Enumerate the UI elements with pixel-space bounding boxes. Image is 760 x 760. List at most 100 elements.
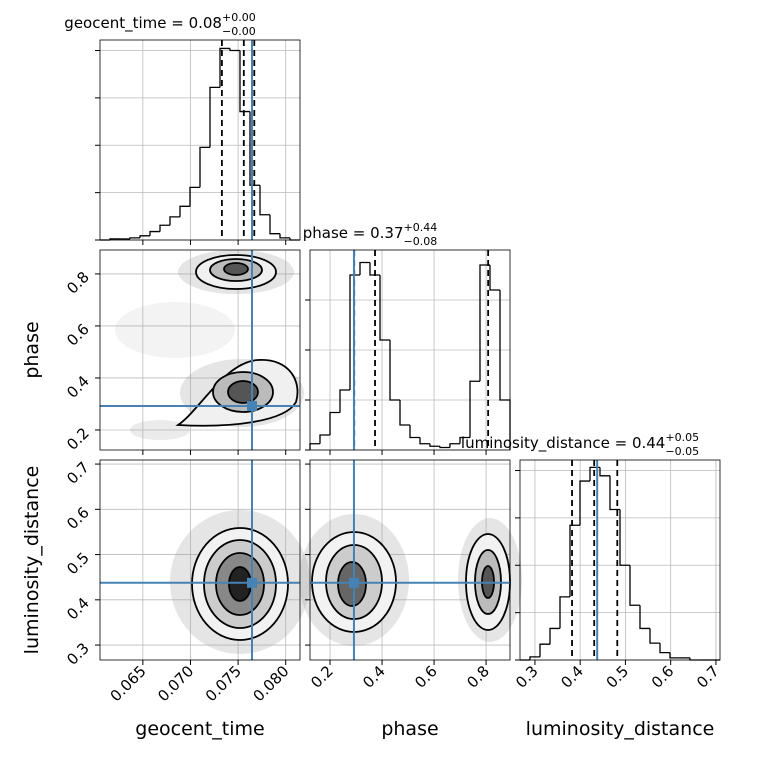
x-tick-label: 0.065	[107, 662, 150, 705]
histogram-step	[329, 411, 340, 435]
x-tick-label: 0.2	[307, 662, 337, 692]
title-lower: −0.08	[404, 235, 438, 248]
panel-frame	[99, 249, 301, 451]
histogram-step	[189, 186, 200, 207]
histogram-step	[159, 224, 170, 232]
histogram-step	[229, 48, 240, 52]
y-tick-label: 0.2	[63, 424, 93, 454]
histogram-step	[399, 400, 410, 426]
x-axis-label: phase	[381, 718, 438, 740]
histogram-step	[479, 264, 490, 382]
histogram-step	[139, 235, 150, 238]
panel-frame	[309, 249, 511, 451]
histogram-step	[209, 86, 220, 148]
histogram-step	[599, 467, 610, 477]
histogram-step	[179, 205, 190, 217]
y-tick-label: 0.4	[63, 372, 93, 402]
histogram-step	[419, 437, 430, 445]
histogram-step	[639, 605, 650, 630]
y-tick-label: 0.5	[63, 549, 93, 579]
y-tick-label: 0.6	[63, 503, 93, 533]
title-main: luminosity_distance = 0.44	[461, 434, 665, 453]
histogram-step	[199, 146, 210, 188]
panel-frame	[99, 39, 301, 241]
panel-frame	[309, 459, 511, 661]
panel-title: geocent_time = 0.08+0.00 −0.00	[64, 11, 255, 38]
histogram-step	[309, 443, 320, 450]
x-tick-label: 0.3	[512, 662, 542, 692]
y-tick-label: 0.6	[63, 320, 93, 350]
title-upper: +0.05	[665, 431, 699, 444]
sample-cloud	[130, 420, 190, 440]
histogram-step	[169, 216, 180, 226]
histogram-step	[619, 509, 630, 566]
histogram-step	[649, 628, 660, 644]
histogram-step	[259, 185, 270, 216]
y-axis-label: luminosity_distance	[21, 466, 43, 655]
histogram-step	[339, 389, 350, 413]
panel-title: phase = 0.37+0.44 −0.08	[303, 221, 438, 248]
title-lower: −0.05	[665, 445, 699, 458]
title-main: phase = 0.37	[303, 224, 404, 242]
panel-frame	[519, 459, 721, 661]
histogram-step	[459, 436, 470, 444]
histogram-step	[669, 652, 680, 659]
truth-point	[247, 401, 257, 412]
histogram-step	[129, 237, 140, 239]
histogram-step	[559, 596, 570, 629]
truth-point	[247, 577, 257, 588]
title-lower: −0.00	[222, 25, 256, 38]
histogram-step	[269, 214, 280, 235]
panel-title: luminosity_distance = 0.44+0.05 −0.05	[461, 431, 699, 458]
x-tick-label: 0.080	[249, 662, 292, 705]
histogram-step	[529, 656, 540, 660]
contour	[227, 380, 259, 404]
histogram-step	[379, 275, 390, 341]
histogram-step	[629, 565, 640, 606]
histogram-step	[609, 475, 620, 511]
title-upper: +0.00	[222, 11, 256, 24]
truth-point	[348, 577, 359, 588]
y-tick-label: 0.4	[63, 594, 93, 624]
histogram-step	[569, 524, 580, 597]
x-tick-label: 0.5	[603, 662, 633, 692]
y-tick-label: 0.8	[63, 268, 93, 298]
y-axis-label: phase	[21, 321, 43, 378]
title-main: geocent_time = 0.08	[64, 14, 222, 33]
contour	[223, 262, 249, 276]
x-tick-label: 0.4	[359, 662, 389, 692]
x-tick-label: 0.7	[693, 662, 723, 692]
histogram-step	[219, 47, 230, 88]
histogram-step	[409, 425, 420, 439]
x-tick-label: 0.8	[463, 662, 493, 692]
histogram-step	[579, 480, 590, 526]
panel-frame	[99, 459, 301, 661]
histogram-step	[549, 627, 560, 645]
histogram-step	[469, 380, 480, 438]
histogram-step	[429, 443, 440, 447]
histogram-step	[239, 50, 250, 113]
histogram-step	[389, 340, 400, 401]
y-tick-label: 0.7	[63, 458, 93, 488]
histogram-step	[659, 643, 670, 654]
histogram-step	[499, 290, 511, 450]
histogram-step	[319, 434, 330, 444]
y-tick-label: 0.3	[63, 639, 93, 669]
x-axis-label: luminosity_distance	[526, 718, 715, 740]
histogram-step	[349, 274, 360, 390]
x-tick-label: 0.070	[154, 662, 197, 705]
x-tick-label: 0.4	[557, 662, 587, 692]
histogram-step	[489, 265, 500, 291]
histogram-step	[449, 443, 460, 448]
histogram-step	[149, 230, 160, 236]
x-tick-label: 0.075	[202, 662, 245, 705]
x-tick-label: 0.6	[411, 662, 441, 692]
title-upper: +0.44	[404, 221, 438, 234]
x-tick-label: 0.6	[648, 662, 678, 692]
sample-cloud	[115, 302, 235, 358]
histogram-step	[279, 233, 290, 239]
histogram-step	[359, 261, 370, 275]
x-axis-label: geocent_time	[135, 718, 264, 740]
